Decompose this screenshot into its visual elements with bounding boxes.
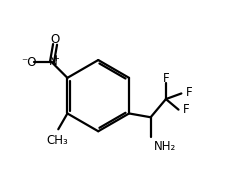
Text: O: O [51, 33, 60, 46]
Text: ⁻O: ⁻O [21, 56, 37, 69]
Text: F: F [186, 86, 192, 99]
Text: CH₃: CH₃ [46, 134, 68, 147]
Text: F: F [163, 72, 169, 85]
Text: F: F [183, 103, 190, 116]
Text: N: N [48, 55, 57, 68]
Text: +: + [52, 54, 59, 63]
Text: NH₂: NH₂ [154, 140, 177, 153]
